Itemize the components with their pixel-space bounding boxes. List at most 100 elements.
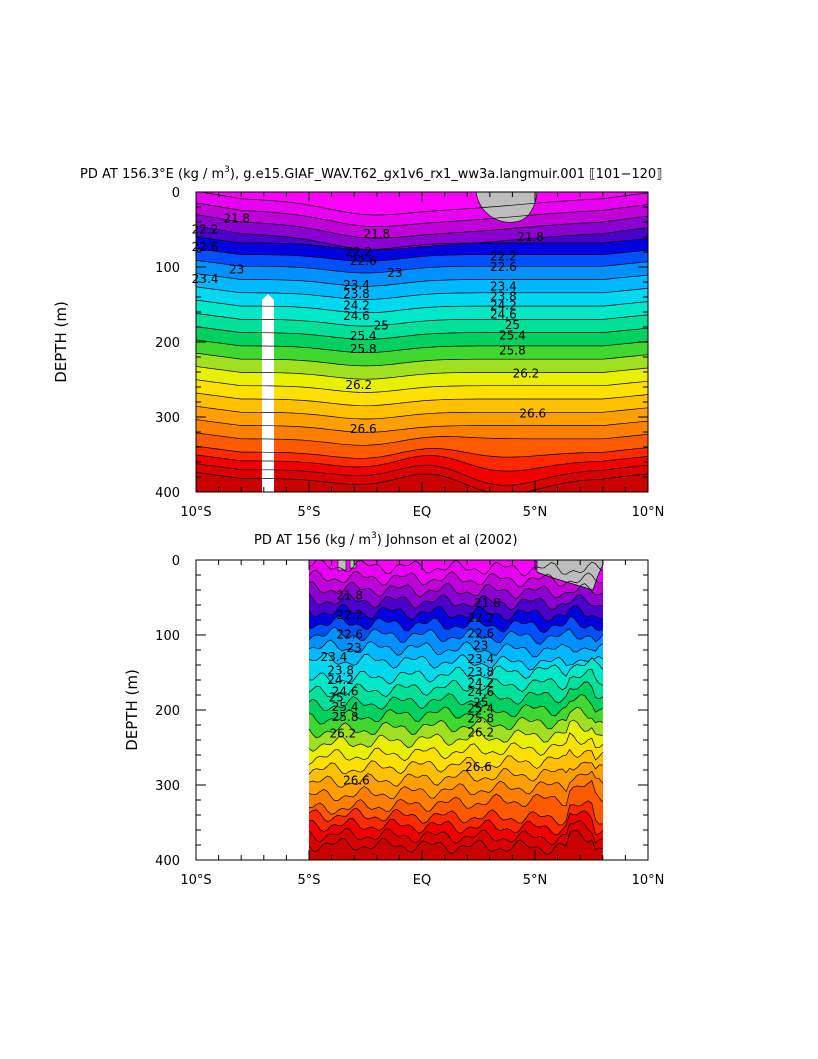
contour-line [308, 830, 603, 856]
missing-column-cap [262, 294, 274, 300]
contour-label: 24.6 [343, 309, 370, 323]
contour-label: 21.8 [517, 230, 544, 244]
contour-label: 24.6 [467, 685, 494, 699]
contour-line [308, 770, 604, 802]
contour-label: 23.4 [467, 652, 494, 666]
x-tick-label: 5°N [523, 873, 548, 888]
contour-line [308, 604, 603, 623]
contour-line [196, 273, 648, 287]
contour-line [196, 299, 648, 314]
contour-label: 23.8 [490, 289, 517, 303]
contour-line [308, 639, 604, 658]
missing-data-notch [337, 560, 347, 571]
contour-label: 23.8 [343, 287, 370, 301]
contour-label: 23 [387, 266, 402, 280]
contour-line [196, 326, 648, 340]
contour-label: 24.2 [327, 673, 354, 687]
y-tick-label: 300 [155, 411, 180, 426]
contour-label: 26.6 [350, 422, 377, 436]
contour-label: 25 [505, 318, 520, 332]
contour-label: 23.4 [321, 650, 348, 664]
contour-line [196, 405, 648, 420]
contour-line [308, 668, 603, 698]
contour-label: 24.6 [490, 307, 517, 321]
contour-label: 25.8 [499, 343, 526, 357]
contour-line [196, 445, 648, 459]
contour-line [308, 652, 604, 671]
contour-label: 24.2 [343, 298, 370, 312]
missing-data-notch [349, 560, 357, 569]
contour-line [308, 657, 604, 685]
contour-label: 21.8 [336, 588, 363, 602]
x-tick-label: 10°S [180, 873, 211, 888]
contour-label: 26.6 [465, 760, 492, 774]
contour-line [308, 779, 604, 815]
model-contour-labels: 21.821.8 21.822.222.2 22.222.622.6 22.623 23… [192, 211, 546, 436]
contour-label: 25.8 [350, 342, 377, 356]
contour-label: 25 [374, 319, 389, 333]
contour-line [196, 236, 648, 251]
contour-label: 23.4 [343, 278, 370, 292]
contour-line [196, 214, 648, 239]
contour-label: 22.6 [467, 627, 494, 641]
missing-data-patch [475, 192, 538, 223]
contour-label: 23.4 [490, 280, 517, 294]
model-density-fill [196, 192, 648, 492]
observed-y-axis-label: DEPTH (m) [123, 669, 141, 751]
contour-label: 25.4 [350, 329, 377, 343]
contour-label: 22.6 [192, 240, 219, 254]
contour-line [196, 454, 648, 472]
contour-line [196, 248, 648, 262]
contour-line [196, 202, 648, 227]
contour-label: 26.2 [513, 367, 540, 381]
contour-line [308, 732, 604, 765]
contour-label: 21.8 [223, 211, 250, 225]
contour-label: 24.2 [467, 676, 494, 690]
contour-line [308, 706, 603, 739]
contour-line [308, 761, 603, 788]
contour-line [308, 581, 603, 599]
model-y-axis-label: DEPTH (m) [52, 301, 70, 383]
contour-line [308, 593, 603, 611]
contour-label: 25.4 [499, 328, 526, 342]
contour-label: 26.6 [343, 774, 370, 788]
contour-label: 22.2 [490, 250, 517, 264]
contour-line [308, 810, 604, 836]
observed-contour-lines [308, 560, 604, 856]
contour-label: 25.8 [467, 711, 494, 725]
contour-label: 25 [473, 696, 488, 710]
contour-label: 22.6 [350, 254, 377, 268]
contour-line [196, 259, 648, 274]
x-tick-label: 10°S [180, 505, 211, 520]
contour-line [308, 626, 604, 645]
contour-line [308, 681, 603, 711]
y-tick-label: 400 [155, 854, 180, 869]
y-tick-label: 0 [172, 186, 180, 201]
contour-label: 22.2 [336, 608, 363, 622]
contour-label: 24.6 [332, 684, 359, 698]
x-tick-label: EQ [413, 505, 431, 520]
missing-data-column [262, 300, 274, 492]
contour-label: 25 [328, 690, 343, 704]
contour-line [196, 225, 648, 251]
x-tick-label: 10°N [632, 873, 665, 888]
contour-label: 21.8 [474, 596, 501, 610]
contour-line [308, 694, 603, 725]
contour-label: 22.2 [467, 611, 494, 625]
x-tick-label: EQ [413, 873, 431, 888]
contour-line [196, 419, 648, 433]
contour-label: 23 [229, 262, 244, 276]
contour-line [196, 192, 648, 216]
contour-line [196, 286, 648, 300]
contour-line [196, 339, 648, 353]
x-tick-label: 5°S [297, 873, 320, 888]
contour-line [308, 569, 603, 588]
contour-label: 26.6 [519, 406, 546, 420]
contour-label: 23.8 [467, 665, 494, 679]
x-tick-label: 5°S [297, 505, 320, 520]
